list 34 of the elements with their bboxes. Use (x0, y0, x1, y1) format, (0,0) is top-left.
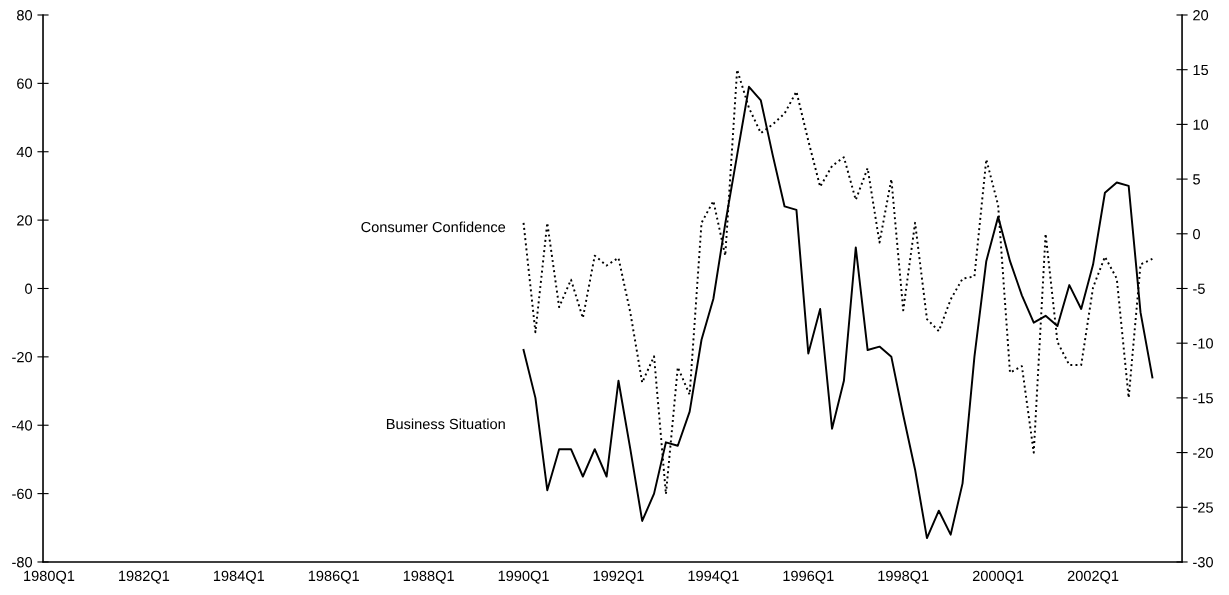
series-label: Consumer Confidence (361, 221, 506, 233)
x-tick-label: 1992Q1 (593, 570, 644, 584)
y2-tick-label: 5 (1193, 174, 1200, 185)
x-tick-label: 1998Q1 (878, 570, 929, 584)
x-tick-label: 1996Q1 (783, 570, 834, 584)
y-tick-label: 40 (16, 146, 33, 158)
x-tick-label: 2000Q1 (972, 570, 1024, 584)
y2-tick-label: 0 (1193, 228, 1201, 240)
y2-tick-label: -15 (1193, 393, 1213, 404)
x-tick-label: 2002Q1 (1067, 570, 1119, 584)
y2-tick-label: -20 (1193, 447, 1213, 459)
y2-tick-label: 15 (1193, 64, 1209, 76)
x-tick-label: 1986Q1 (308, 570, 359, 584)
y-tick-label: -20 (12, 351, 33, 363)
x-tick-label: 1988Q1 (403, 570, 454, 584)
y2-tick-label: -30 (1193, 557, 1213, 568)
y2-tick-label: 20 (1193, 10, 1209, 21)
y-tick-label: -60 (12, 488, 33, 500)
y-tick-label: -40 (12, 420, 33, 431)
x-tick-label: 1982Q1 (119, 570, 170, 584)
x-tick-label: 1994Q1 (688, 570, 739, 584)
y-tick-label: 20 (17, 215, 33, 226)
y2-tick-label: -5 (1193, 283, 1205, 294)
text: Business Situation (386, 418, 505, 430)
y-tick-label: 80 (17, 10, 33, 21)
y2-tick-label: -10 (1193, 338, 1213, 349)
x-tick-label: 1984Q1 (213, 570, 265, 584)
x-tick-label: 1980Q1 (24, 570, 75, 584)
y2-tick-label: 10 (1193, 119, 1209, 130)
x-tick-label: 1990Q1 (498, 570, 549, 584)
y-tick-label: -80 (12, 557, 33, 568)
y-tick-label: 60 (17, 78, 33, 89)
y-tick-label: 0 (25, 283, 33, 294)
y2-tick-label: -25 (1193, 502, 1213, 513)
